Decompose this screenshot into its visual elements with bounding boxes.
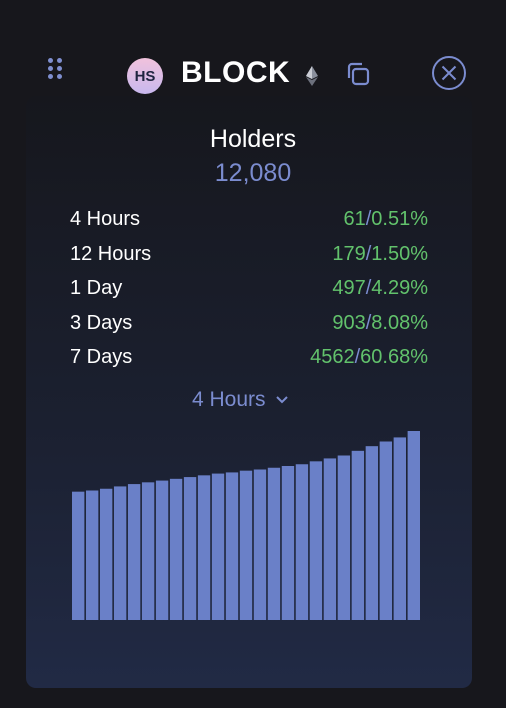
stat-count: 903: [332, 311, 366, 334]
chart-bar: [183, 477, 197, 620]
stat-label: 12 Hours: [70, 242, 152, 265]
chart-bar: [267, 467, 281, 620]
stat-label: 4 Hours: [70, 208, 141, 230]
chart-bar: [365, 446, 379, 620]
chart-bar: [99, 488, 113, 620]
stat-label: 3 Days: [70, 311, 133, 334]
chart-bar: [295, 464, 309, 620]
holders-bar-chart: [72, 431, 420, 620]
stat-percent: 4.29%: [371, 277, 428, 300]
stat-value: 61/0.51%: [343, 208, 428, 230]
holder-change-list: 4 Hours 61/0.51% 12 Hours 179/1.50% 1 Da…: [70, 206, 428, 379]
stat-count: 497: [332, 277, 366, 300]
period-dropdown[interactable]: 4 Hours: [192, 386, 288, 414]
stat-percent: 0.51%: [371, 208, 428, 230]
chart-bar: [127, 484, 141, 620]
header: HS BLOCK: [0, 0, 506, 120]
holders-count: 12,080: [214, 159, 292, 187]
stat-count: 61: [343, 208, 366, 230]
stat-percent: 60.68%: [360, 346, 428, 369]
chart-bar: [197, 475, 211, 620]
stat-value: 4562/60.68%: [310, 346, 428, 369]
drag-handle-icon[interactable]: [48, 58, 66, 86]
stat-row-3-days: 3 Days 903/8.08%: [70, 310, 428, 345]
stat-percent: 1.50%: [371, 242, 428, 265]
chart-bar: [72, 491, 85, 620]
chart-bar: [407, 431, 420, 620]
period-selected-label: 4 Hours: [192, 388, 266, 411]
chart-bar: [211, 473, 225, 620]
chevron-down-icon: [275, 396, 288, 404]
chart-bar: [141, 482, 155, 620]
ethereum-icon: [306, 66, 318, 86]
chart-bar: [323, 458, 337, 620]
copy-icon[interactable]: [344, 60, 372, 88]
chart-bar: [393, 437, 407, 620]
stat-count: 179: [332, 242, 366, 265]
stat-row-7-days: 7 Days 4562/60.68%: [70, 344, 428, 379]
chart-bar: [253, 469, 267, 620]
chart-bar: [225, 472, 239, 620]
stat-label: 7 Days: [70, 346, 133, 369]
chart-bar: [169, 478, 183, 620]
stat-value: 497/4.29%: [332, 277, 428, 300]
stat-row-12-hours: 12 Hours 179/1.50%: [70, 241, 428, 276]
chart-bar: [85, 490, 99, 620]
close-icon[interactable]: [431, 55, 467, 91]
stat-count: 4562: [310, 346, 355, 369]
chart-bar: [281, 466, 295, 620]
chart-bar: [155, 480, 169, 620]
chart-bar: [239, 470, 253, 620]
stat-row-4-hours: 4 Hours 61/0.51%: [70, 206, 428, 241]
holders-title: Holders: [209, 125, 297, 153]
chart-bar: [379, 441, 393, 620]
stat-row-1-day: 1 Day 497/4.29%: [70, 275, 428, 310]
chart-bar: [309, 461, 323, 620]
stat-value: 903/8.08%: [332, 311, 428, 334]
chart-bar: [113, 486, 127, 620]
token-name: BLOCK: [181, 56, 291, 89]
token-avatar: HS: [127, 58, 163, 94]
chart-bar: [351, 450, 365, 620]
stat-percent: 8.08%: [371, 311, 428, 334]
stat-value: 179/1.50%: [332, 242, 428, 265]
chart-bar: [337, 455, 351, 620]
stat-label: 1 Day: [70, 277, 123, 300]
